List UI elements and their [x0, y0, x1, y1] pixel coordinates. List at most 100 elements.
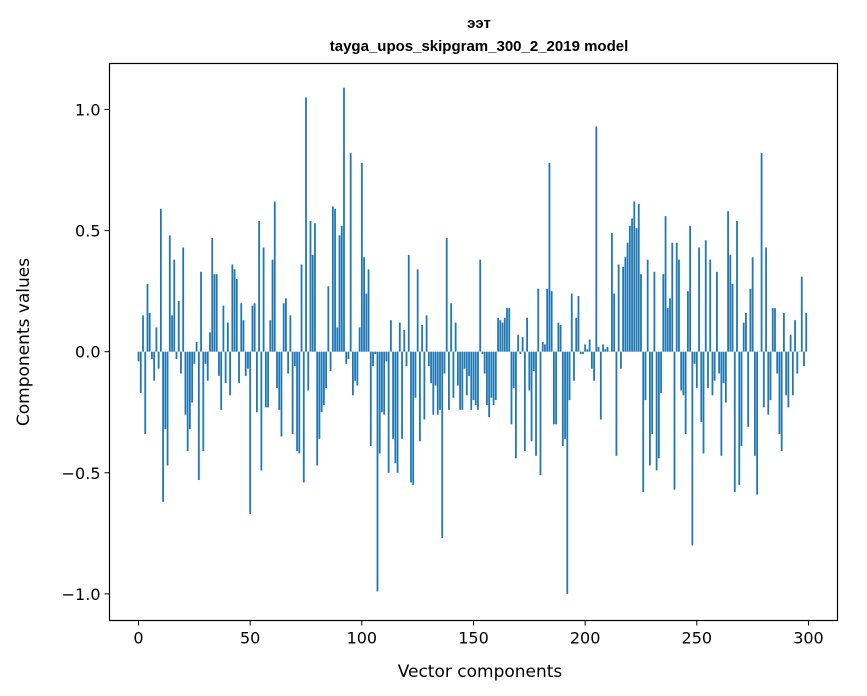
bar: [285, 298, 287, 352]
bar: [602, 344, 604, 352]
bar: [336, 327, 339, 352]
bar: [564, 351, 566, 439]
bar: [774, 308, 776, 352]
bar: [512, 351, 515, 389]
x-tick-label: 150: [458, 629, 489, 648]
bar: [146, 283, 149, 352]
bar: [229, 351, 231, 396]
bar: [568, 351, 571, 401]
bar: [682, 351, 685, 396]
bar: [785, 351, 788, 396]
bar: [434, 351, 437, 386]
bar: [148, 312, 151, 352]
bar: [226, 322, 229, 352]
bar: [771, 308, 774, 352]
bar: [640, 274, 642, 352]
y-tick-label: −1.0: [62, 585, 101, 604]
bar: [615, 351, 618, 456]
bar: [184, 351, 187, 415]
bar: [394, 351, 397, 464]
bar: [456, 351, 459, 386]
bar: [287, 351, 290, 374]
bar: [470, 351, 473, 410]
bar: [657, 351, 660, 459]
bar: [631, 218, 633, 352]
bar: [660, 351, 662, 393]
chart-title: ээт: [467, 15, 491, 32]
bar: [590, 351, 593, 369]
bar: [499, 320, 502, 352]
bar: [180, 351, 182, 374]
bar: [649, 351, 651, 466]
bar: [296, 351, 298, 451]
bar: [412, 351, 415, 485]
bar: [269, 320, 272, 352]
bar: [593, 351, 595, 381]
bar: [381, 351, 383, 413]
bar: [733, 351, 736, 493]
bar: [465, 351, 468, 396]
bar: [443, 351, 446, 374]
bar: [398, 322, 401, 352]
bar: [331, 206, 334, 352]
bar: [376, 351, 379, 592]
bar: [622, 266, 625, 352]
bar: [240, 303, 243, 352]
bar: [528, 351, 531, 391]
bar: [577, 295, 580, 352]
bar: [407, 254, 410, 352]
bar: [747, 351, 750, 427]
x-tick-label: 250: [682, 629, 713, 648]
bar: [249, 351, 252, 514]
chart-subtitle: tayga_upos_skipgram_300_2_2019 model: [330, 38, 629, 55]
bar: [385, 351, 388, 362]
bar: [800, 276, 803, 352]
bar: [159, 208, 162, 352]
bar: [318, 351, 321, 439]
bar: [137, 351, 140, 362]
bar: [720, 351, 723, 456]
bar: [175, 351, 178, 359]
bar: [783, 312, 785, 352]
bar: [300, 264, 303, 352]
bar: [401, 351, 403, 439]
bar: [486, 351, 488, 405]
bar: [258, 220, 261, 352]
bar: [740, 351, 743, 447]
bar: [756, 351, 758, 495]
bar: [575, 317, 578, 352]
bar: [506, 308, 508, 352]
bar: [481, 351, 484, 355]
bar: [155, 327, 158, 352]
bar: [157, 351, 160, 369]
bar: [635, 228, 638, 352]
bar: [497, 317, 499, 352]
bar: [186, 351, 189, 451]
bar: [633, 201, 636, 352]
bar: [354, 351, 357, 381]
bar: [454, 322, 457, 352]
bar: [787, 351, 790, 408]
bar: [327, 286, 330, 352]
x-axis-label: Vector components: [398, 662, 563, 682]
bar: [267, 351, 269, 408]
bar: [544, 344, 546, 352]
bar: [526, 317, 528, 352]
bar: [669, 298, 671, 352]
bar: [322, 351, 325, 405]
bar: [427, 351, 430, 367]
bar: [211, 237, 214, 352]
bar: [191, 351, 194, 403]
bar: [550, 291, 553, 352]
bar: [698, 247, 700, 352]
bar: [153, 351, 156, 381]
bar: [626, 242, 629, 352]
bar: [231, 264, 234, 352]
bar: [479, 259, 482, 352]
bar: [251, 305, 254, 352]
bar: [224, 351, 227, 384]
bar: [557, 322, 560, 352]
bar: [416, 269, 419, 352]
bar: [537, 288, 540, 352]
bar: [171, 315, 173, 352]
